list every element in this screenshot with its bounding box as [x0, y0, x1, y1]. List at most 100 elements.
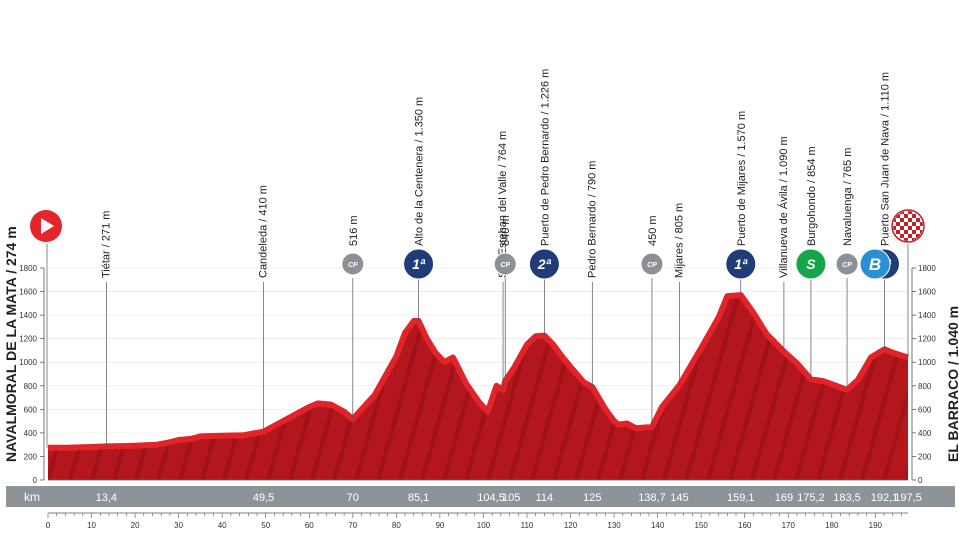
x-axis-scale: 0 10 20 30 40 50 60 70 80 90 100 110 120 130 140 150 160… — [46, 512, 908, 530]
checker-square — [920, 230, 923, 234]
y-tick-label-right: 1600 — [918, 288, 936, 297]
x-tick-label: 10 — [87, 521, 96, 530]
badge-text: CP — [500, 262, 510, 269]
checker-square — [904, 238, 908, 241]
x-tick-label: 70 — [348, 521, 357, 530]
km-mark-label: 104,5 — [477, 492, 505, 504]
y-tick-label-right: 0 — [918, 476, 923, 485]
badge-circle — [835, 252, 859, 276]
km-mark-label: 125 — [583, 492, 601, 504]
km-mark-label: 183,5 — [833, 492, 861, 504]
x-tick-label: 80 — [392, 521, 401, 530]
km-mark-label: 197,5 — [894, 492, 922, 504]
checker-square — [893, 226, 896, 230]
km-mark-label: 145 — [670, 492, 688, 504]
y-tick-label-right: 1200 — [918, 335, 936, 344]
x-tick-label: 130 — [607, 521, 621, 530]
texture-stripe — [684, 295, 748, 480]
checker-square — [896, 222, 900, 226]
checker-square — [896, 230, 900, 234]
badge-circle — [528, 248, 560, 280]
profile-top-edge — [47, 292, 909, 451]
badge-text: 1ª — [734, 256, 748, 272]
checker-square — [904, 222, 908, 226]
waypoint-label: Alto de la Centenera / 1.350 m — [414, 97, 426, 246]
x-tick-label: 20 — [131, 521, 140, 530]
elevation-profile — [47, 292, 909, 481]
y-tick-label-left: 1600 — [19, 288, 37, 297]
checker-square — [916, 218, 920, 222]
badge-circle — [341, 252, 365, 276]
y-tick-label-left: 800 — [24, 382, 38, 391]
y-tick-label-right: 600 — [918, 405, 932, 414]
km-mark-label: 169 — [775, 492, 793, 504]
waypoint-label: Mijares / 805 m — [673, 203, 685, 278]
x-tick-label: 60 — [305, 521, 314, 530]
badge-text: S — [806, 256, 816, 272]
texture-stripe — [882, 295, 908, 480]
x-tick-label: 100 — [477, 521, 491, 530]
checker-square — [908, 218, 912, 222]
waypoint-label: San Esteban del Valle / 764 m — [497, 131, 509, 278]
play-icon — [41, 218, 54, 234]
bonus-badge — [859, 248, 891, 280]
y-tick-label-right: 1400 — [918, 311, 936, 320]
checker-square — [893, 211, 896, 214]
waypoint-markers: Tiétar / 271 m Candeleda / 410 m 516 m CP Al… — [30, 69, 925, 449]
waypoint-label: Candeleda / 410 m — [258, 185, 270, 278]
checker-square — [912, 222, 916, 226]
waypoint-label: Tiétar / 271 m — [100, 211, 112, 278]
km-mark-label: 85,1 — [408, 492, 429, 504]
checker-square — [900, 211, 904, 214]
checker-square — [908, 226, 912, 230]
checker-square — [916, 226, 920, 230]
waypoint-label: Villanueva de Ávila / 1.090 m — [777, 136, 790, 278]
km-mark-label: 159,1 — [727, 492, 755, 504]
km-mark-label: 192,1 — [871, 492, 899, 504]
y-tick-label-left: 400 — [24, 429, 38, 438]
waypoint-label: Puerto San Juan de Nava / 1.110 m — [879, 72, 891, 246]
x-tick-label: 90 — [435, 521, 444, 530]
waypoint-label: Burgohondo / 854 m — [806, 146, 818, 246]
x-tick-label: 140 — [651, 521, 665, 530]
y-tick-label-right: 1800 — [918, 264, 936, 273]
y-tick-label-left: 1400 — [19, 311, 37, 320]
badge-circle — [795, 248, 827, 280]
km-mark-label: 70 — [347, 492, 359, 504]
x-tick-label: 40 — [218, 521, 227, 530]
y-tick-label-left: 1000 — [19, 358, 37, 367]
y-axis-right: 0 200 400 600 800 1000 1200 1400 1600 1800 — [911, 264, 936, 485]
x-tick-label: 190 — [869, 521, 883, 530]
km-axis-label: km — [24, 490, 40, 504]
x-tick-label: 30 — [174, 521, 183, 530]
checker-square — [920, 222, 923, 226]
checker-square — [904, 230, 908, 234]
y-tick-label-left: 1800 — [19, 264, 37, 273]
badge-circle — [493, 252, 517, 276]
checker-square — [912, 214, 916, 218]
badge-text: CP — [842, 262, 852, 269]
checker-square — [912, 238, 916, 241]
badge-circle — [725, 248, 757, 280]
bonus-badge-text: B — [869, 255, 881, 274]
waypoint-label: 840 m — [500, 215, 512, 246]
x-tick-label: 160 — [738, 521, 752, 530]
y-tick-label-left: 200 — [24, 452, 38, 461]
badge-circle — [640, 252, 664, 276]
checker-square — [896, 214, 900, 218]
x-tick-label: 150 — [694, 521, 708, 530]
waypoint-label: Navaluenga / 765 m — [842, 148, 854, 246]
y-tick-label-right: 800 — [918, 382, 932, 391]
y-tick-label-right: 400 — [918, 429, 932, 438]
y-tick-label-left: 0 — [33, 476, 38, 485]
checker-square — [912, 230, 916, 234]
waypoint-label: 450 m — [647, 215, 659, 246]
km-mark-label: 13,4 — [96, 492, 117, 504]
checker-square — [900, 234, 904, 238]
km-mark-label: 49,5 — [253, 492, 274, 504]
x-tick-label: 50 — [261, 521, 270, 530]
y-axis-left: 0 200 400 600 800 1000 1200 1400 1600 1800 — [19, 264, 45, 485]
texture-stripe — [860, 295, 908, 480]
